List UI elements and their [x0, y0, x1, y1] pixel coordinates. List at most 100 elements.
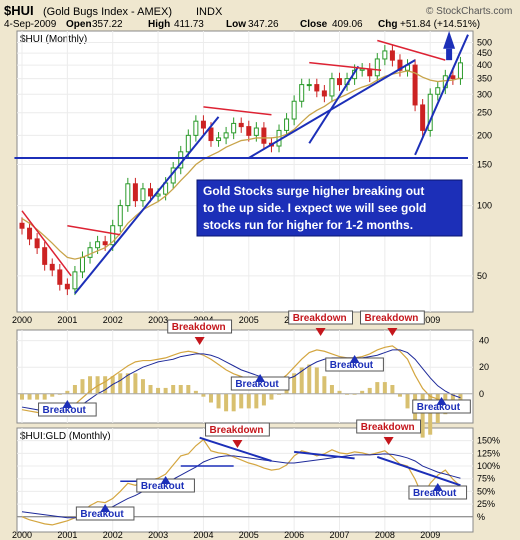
candle-body	[87, 247, 93, 258]
macd-histogram-bar	[42, 393, 47, 400]
triangle-up-icon	[255, 374, 266, 382]
macd-histogram-bar	[292, 373, 297, 394]
breakout-tag: Breakout	[412, 397, 471, 414]
candle-body	[200, 120, 206, 129]
macd-histogram-bar	[20, 393, 24, 400]
candle-body	[216, 137, 222, 142]
candle-body	[27, 227, 33, 240]
candle-body	[223, 132, 229, 139]
index-name: (Gold Bugs Index - AMEX)	[43, 6, 172, 18]
x-tick-label: 2000	[12, 530, 32, 540]
triangle-down-icon	[387, 328, 398, 336]
candle-body	[231, 122, 237, 134]
macd-histogram-bar	[397, 393, 402, 397]
svg-text:Chg: Chg	[378, 19, 397, 30]
candle-body	[374, 58, 380, 77]
candle-body	[314, 84, 320, 92]
candle-body	[253, 127, 259, 136]
exchange-label: INDX	[196, 6, 223, 18]
macd-histogram-bar	[314, 367, 319, 394]
candle-body	[291, 100, 297, 120]
candle-body	[95, 241, 101, 249]
triangle-up-icon	[432, 483, 443, 491]
svg-text:4-Sep-2009: 4-Sep-2009	[4, 19, 57, 30]
tag-label: Breakdown	[361, 422, 415, 433]
breakdown-tag: Breakdown	[205, 422, 270, 448]
x-tick-label: 2001	[57, 530, 77, 540]
y-tick-label: 400	[477, 60, 492, 70]
y-tick-label: 200	[477, 130, 492, 140]
x-tick-label: 2004	[193, 530, 213, 540]
breakdown-tag: Breakdown	[167, 319, 233, 345]
svg-text:Low: Low	[226, 19, 246, 30]
macd-histogram-bar	[231, 393, 236, 412]
triangle-down-icon	[383, 437, 394, 445]
candle-body	[140, 188, 146, 202]
x-tick-label: 2006	[284, 530, 304, 540]
macd-histogram-bar	[216, 393, 221, 409]
price-panel-label: $HUI (Monthly)	[20, 34, 87, 45]
watermark: © StockCharts.com	[426, 6, 512, 17]
quote-line: 4-Sep-2009 Open 357.22 High 411.73 Low 3…	[4, 19, 480, 30]
triangle-down-icon	[232, 440, 243, 448]
annotation-line-1: Gold Stocks surge higher breaking out	[203, 184, 424, 198]
candle-body	[457, 62, 463, 80]
y-tick-label: 50%	[477, 486, 495, 496]
macd-histogram-bar	[246, 393, 251, 409]
y-tick-label: 0	[479, 389, 484, 399]
y-tick-label: 250	[477, 108, 492, 118]
tag-label: Breakout	[235, 379, 279, 390]
up-arrow-icon	[443, 31, 456, 49]
macd-histogram-bar	[50, 393, 55, 397]
macd-histogram-bar	[27, 393, 32, 400]
macd-histogram-bar	[118, 373, 123, 394]
ratio-panel-label: $HUI:GLD (Monthly)	[20, 431, 111, 442]
macd-histogram-bar	[133, 373, 138, 394]
tag-label: Breakdown	[365, 313, 419, 324]
uptrend-line	[74, 116, 220, 295]
tag-box	[288, 310, 353, 325]
candle-body	[117, 205, 123, 227]
macd-histogram-bar	[360, 390, 365, 394]
tag-label: Breakdown	[172, 322, 226, 333]
breakdown-tag: Breakdown	[288, 310, 353, 336]
breakdown-tag: Breakdown	[360, 310, 425, 336]
candle-body	[450, 75, 456, 80]
candle-body	[125, 183, 131, 207]
downtrend-line	[21, 210, 72, 277]
macd-histogram-bar	[140, 379, 145, 394]
candle-body	[49, 263, 55, 271]
x-tick-label: 2000	[12, 315, 32, 325]
macd-signal-line	[21, 349, 461, 413]
y-tick-label: 125%	[477, 448, 500, 458]
breakout-tag: Breakout	[75, 504, 135, 521]
svg-text:409.06: 409.06	[332, 19, 363, 30]
macd-histogram-bar	[186, 385, 191, 394]
ratio-line	[21, 438, 461, 526]
candle-body	[110, 225, 116, 246]
uptrend-line	[414, 34, 469, 156]
macd-histogram-bar	[405, 393, 410, 409]
triangle-up-icon	[349, 355, 360, 363]
breakout-tag: Breakout	[408, 483, 468, 500]
x-tick-label: 2008	[375, 530, 395, 540]
breakout-tag: Breakout	[136, 476, 195, 493]
tag-box	[356, 419, 422, 434]
annotation-box: Gold Stocks surge higher breaking out to…	[196, 179, 463, 237]
breakout-tag: Breakout	[325, 355, 384, 372]
tag-label: Breakout	[43, 405, 87, 416]
candle-body	[185, 134, 191, 153]
macd-histogram-bar	[337, 390, 342, 394]
y-tick-label: 450	[477, 48, 492, 58]
macd-histogram-bar	[458, 393, 463, 400]
macd-histogram-bar	[367, 387, 372, 394]
downtrend-line	[377, 39, 446, 61]
macd-histogram-bar	[201, 393, 206, 397]
macd-histogram-bar	[95, 376, 100, 394]
x-tick-label: 2002	[103, 530, 123, 540]
macd-histogram-bar	[65, 390, 70, 394]
macd-histogram-bar	[322, 376, 327, 394]
svg-text:High: High	[148, 19, 170, 30]
y-tick-label: 150%	[477, 436, 500, 446]
